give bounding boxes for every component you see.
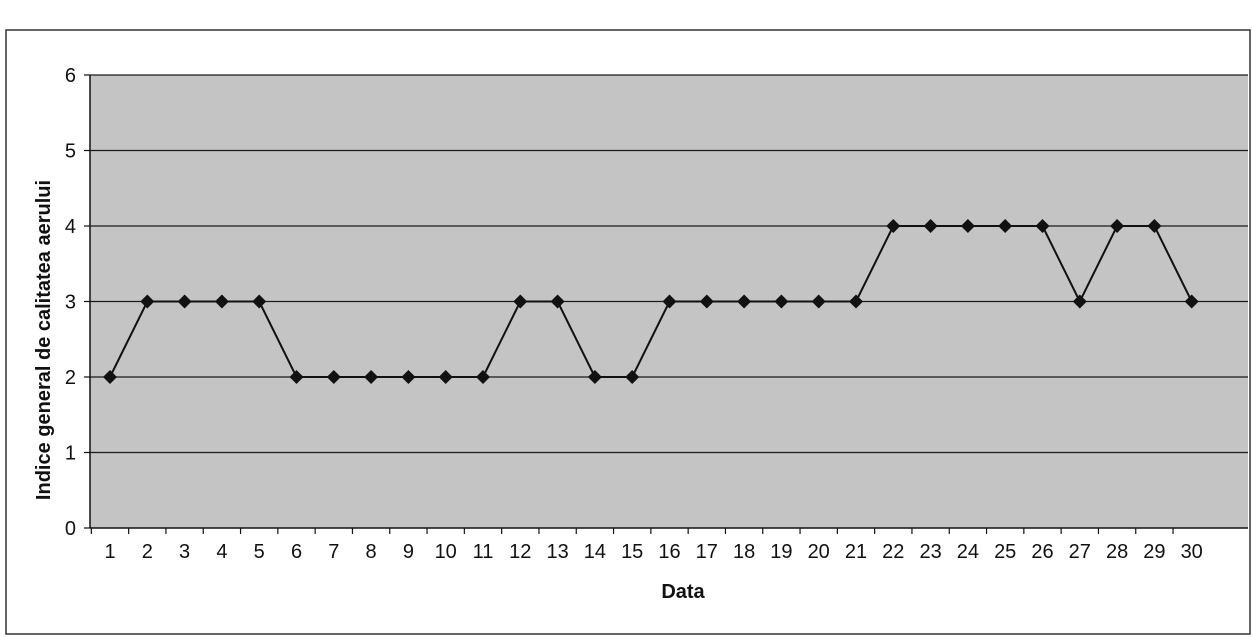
data-point-9 [401, 370, 416, 384]
x-axis-title: Data [661, 581, 705, 603]
x-tick-label-17: 17 [696, 541, 718, 563]
x-tick-label-11: 11 [473, 541, 494, 563]
x-tick-label-23: 23 [919, 541, 941, 563]
data-point-11 [476, 370, 490, 384]
x-tick-label-4: 4 [216, 541, 227, 563]
x-tick-label-16: 16 [658, 541, 680, 563]
y-tick-label-2: 2 [65, 367, 76, 389]
x-tick-label-22: 22 [882, 541, 904, 563]
data-point-20 [811, 294, 826, 309]
x-tick-label-14: 14 [584, 541, 606, 563]
data-point-18 [737, 294, 752, 309]
x-tick-label-15: 15 [621, 541, 643, 563]
data-point-24 [960, 219, 975, 233]
x-tick-label-24: 24 [957, 541, 979, 563]
data-point-17 [699, 294, 714, 309]
y-axis-title: Indice general de calitatea aerului [33, 180, 55, 500]
data-point-23 [923, 219, 938, 233]
x-tick-label-7: 7 [328, 541, 339, 563]
data-point-7 [326, 370, 341, 384]
x-tick-label-19: 19 [770, 541, 792, 563]
data-point-29 [1147, 219, 1162, 233]
x-tick-label-21: 21 [845, 541, 867, 563]
data-point-12 [513, 294, 528, 309]
x-tick-label-12: 12 [509, 541, 531, 563]
y-tick-label-3: 3 [65, 292, 76, 314]
x-tick-label-29: 29 [1143, 541, 1165, 563]
x-tick-label-3: 3 [179, 541, 190, 563]
y-tick-label-5: 5 [65, 141, 76, 163]
x-tick-label-26: 26 [1031, 541, 1053, 563]
data-point-6 [289, 370, 304, 384]
y-tick-label-1: 1 [65, 443, 76, 465]
data-point-28 [1110, 219, 1125, 233]
data-point-10 [438, 370, 453, 384]
x-tick-label-13: 13 [546, 541, 568, 563]
data-point-3 [177, 294, 192, 309]
data-point-15 [625, 370, 640, 384]
x-tick-label-1: 1 [104, 541, 115, 563]
data-point-30 [1184, 294, 1199, 309]
data-point-4 [214, 294, 229, 309]
y-tick-label-4: 4 [65, 216, 76, 238]
x-tick-label-5: 5 [254, 541, 265, 563]
x-tick-label-10: 10 [435, 541, 457, 563]
data-point-5 [252, 294, 267, 309]
x-tick-label-25: 25 [994, 541, 1016, 563]
data-point-25 [998, 219, 1013, 233]
y-tick-label-6: 6 [65, 65, 76, 87]
x-tick-label-6: 6 [291, 541, 302, 563]
axes [84, 74, 1248, 534]
x-tick-label-20: 20 [808, 541, 830, 563]
data-point-21 [849, 294, 863, 309]
data-point-13 [550, 294, 565, 309]
x-tick-label-30: 30 [1181, 541, 1203, 563]
data-point-26 [1035, 219, 1050, 233]
x-tick-label-2: 2 [142, 541, 153, 563]
data-point-27 [1072, 294, 1087, 309]
data-point-16 [662, 294, 677, 309]
data-point-1 [103, 370, 117, 384]
x-tick-label-9: 9 [403, 541, 414, 563]
x-tick-label-18: 18 [733, 541, 755, 563]
y-tick-label-0: 0 [65, 518, 76, 540]
data-point-22 [886, 219, 901, 233]
data-point-19 [774, 294, 789, 309]
data-point-8 [364, 370, 379, 384]
x-tick-label-28: 28 [1106, 541, 1128, 563]
data-point-2 [140, 294, 155, 309]
x-tick-label-8: 8 [366, 541, 377, 563]
data-point-14 [587, 370, 602, 384]
markers [103, 219, 1199, 384]
x-tick-label-27: 27 [1069, 541, 1091, 563]
